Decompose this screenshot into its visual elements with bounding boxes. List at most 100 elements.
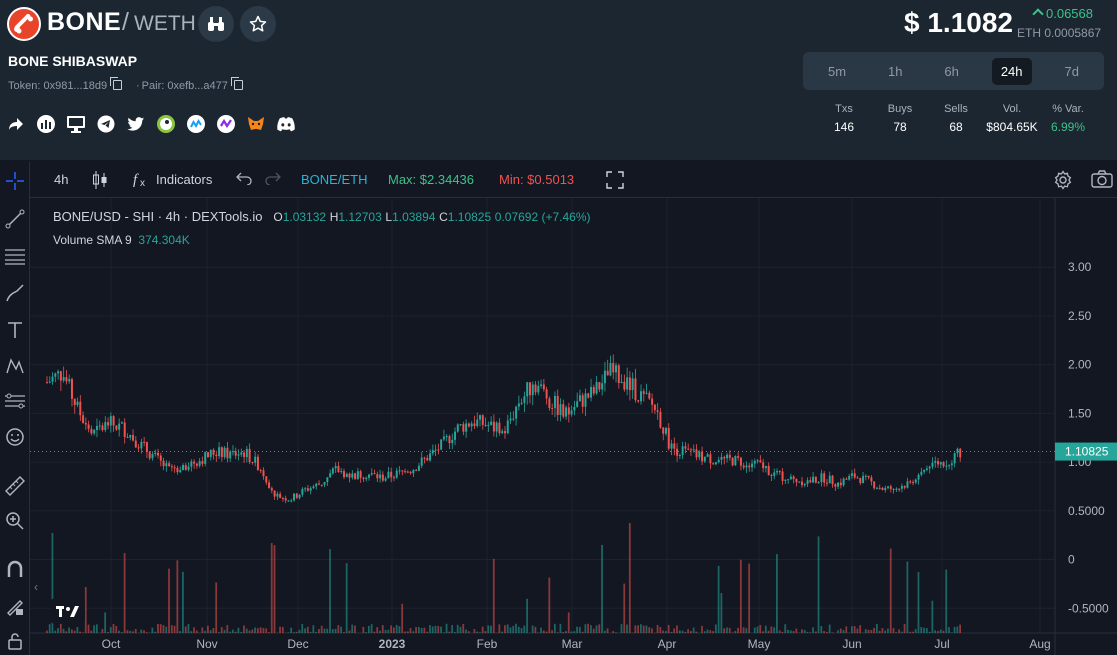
volume-bar [526,598,528,633]
candle-body [409,471,412,474]
favorite-button[interactable] [240,6,276,42]
indicators-button[interactable]: Indicators [156,172,213,187]
candle-body [57,371,60,374]
settings-gear-icon[interactable] [1053,170,1073,193]
low-label: L [385,210,393,224]
volume-bar [906,561,909,633]
volume-bar [567,612,570,633]
candle-body [931,462,934,467]
candle-body [348,473,351,478]
stats-panel: Txs 146 Buys 78 Sells 68 Vol. $804.65K % Var… [816,103,1096,134]
x-tick-label: 2023 [379,637,406,651]
fullscreen-icon[interactable] [606,171,624,192]
telegram-icon[interactable] [96,114,116,134]
volume-bar [420,627,423,633]
lock-icon[interactable] [4,630,26,652]
volume-bar [598,624,601,633]
volume-bar [62,628,65,633]
candle-body [534,384,537,393]
prediction-icon[interactable] [4,390,26,412]
pattern-icon[interactable] [4,355,26,377]
candle-body [179,470,182,473]
pair-label[interactable]: BONE/ETH [301,172,368,187]
candle-body [176,467,179,473]
ruler-icon[interactable] [4,475,26,497]
discord-icon[interactable] [276,114,296,134]
volume-bar [370,624,373,633]
dextools-icon[interactable] [216,114,236,134]
pair-address[interactable]: · Pair: 0xefb...a477 [136,77,243,92]
candle-body [159,455,162,461]
candle-body [456,424,459,432]
tab-5m[interactable]: 5m [827,63,847,79]
volume-bar [590,625,592,633]
candle-body [293,493,296,501]
volume-bar [254,627,256,633]
y-tick-label: 3.00 [1068,260,1092,274]
share-icon[interactable] [6,114,26,134]
copy-icon[interactable] [110,77,123,90]
candle-body [767,465,770,476]
collapse-toolbar-icon[interactable]: ‹ [34,580,38,594]
horizontal-lines-icon[interactable] [4,245,26,267]
zoom-icon[interactable] [4,510,26,532]
tab-1h[interactable]: 1h [887,63,903,79]
interval-button[interactable]: 4h [54,172,69,187]
candle-body [265,476,268,483]
candle-body [431,450,434,454]
candle-type-icon[interactable] [92,170,108,193]
text-tool-icon[interactable] [4,319,26,341]
chart-icon[interactable] [36,114,56,134]
candle-body [731,457,734,466]
volume-bar [479,632,481,633]
candle-body [68,379,71,382]
brush-icon[interactable] [4,282,26,304]
magnet-icon[interactable] [4,559,26,581]
volume-bar [745,628,748,633]
trendline-icon[interactable] [4,208,26,230]
tab-6h[interactable]: 6h [944,63,959,79]
metamask-icon[interactable] [246,114,266,134]
y-tick-label: 0.5000 [1068,504,1105,518]
crosshair-icon[interactable] [4,170,26,192]
volume-bar [326,628,329,633]
emoji-icon[interactable] [4,426,26,448]
token-address[interactable]: Token: 0x981...18d9 [8,77,123,92]
twitter-icon[interactable] [126,114,146,134]
coinmarketcap-icon[interactable] [186,114,206,134]
volume-bar [240,632,243,633]
candle-body [46,382,48,384]
volume-bar [337,625,340,633]
coingecko-icon[interactable] [156,114,176,134]
volume-bar [215,582,218,633]
volume-bar [565,631,567,633]
volume-bar [662,630,664,633]
volume-bar [231,629,234,633]
lock-drawing-icon[interactable] [4,595,26,617]
binoculars-button[interactable] [198,6,234,42]
redo-icon[interactable] [265,171,281,188]
undo-icon[interactable] [236,171,252,188]
volume-bar [129,630,132,633]
volume-bar [809,632,812,633]
volume-bar [107,632,109,633]
volume-bar [678,630,681,633]
website-icon[interactable] [66,114,86,134]
copy-icon[interactable] [230,77,243,90]
stat-value: 146 [833,120,855,134]
volume-bar [268,632,270,633]
candle-body [473,423,476,427]
tab-7d[interactable]: 7d [1064,63,1079,79]
x-tick-label: Apr [658,637,677,651]
x-tick-label: Mar [562,637,583,651]
tab-24h[interactable]: 24h [991,57,1032,85]
candle-body [220,447,223,458]
candle-body [248,448,251,463]
candle-body [143,441,146,443]
candle-body [576,401,579,407]
camera-icon[interactable] [1091,170,1113,191]
volume-bar [256,628,259,633]
